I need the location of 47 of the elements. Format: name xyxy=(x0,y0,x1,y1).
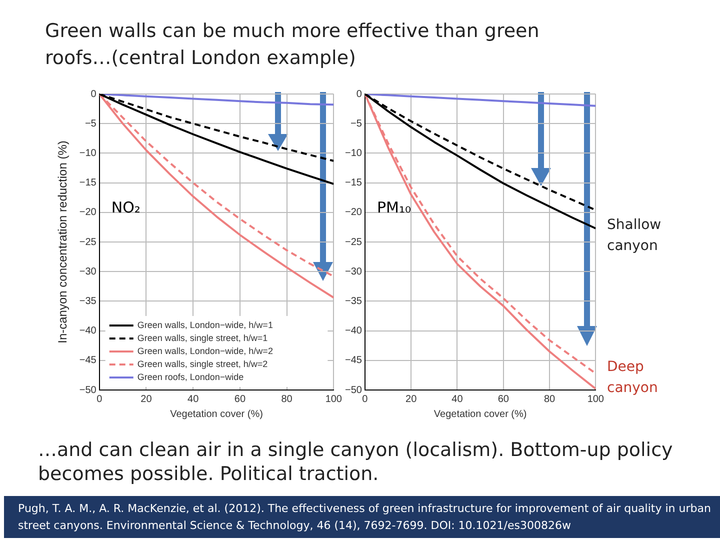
text: Pugh, T. A. M., A. R. MacKenzie, et al. (2012). The effectiveness of green infrastructure for improvement of air quality in urban street canyons. Environmental Science & Technology, 46 (14), 7692-7699. DOI: 10.1021/es300826w xyxy=(2,494,720,540)
y-tick-label: −10 xyxy=(344,148,362,159)
y-tick-label: −45 xyxy=(344,355,362,366)
y-tick-label: −5 xyxy=(84,118,97,130)
y-tick-label: −10 xyxy=(79,148,97,159)
y-tick-label: −15 xyxy=(79,178,97,189)
y-tick-label: 0 xyxy=(90,88,97,100)
y-tick-label: −35 xyxy=(344,296,362,307)
y-tick-label: −15 xyxy=(344,178,362,189)
y-tick-label: −50 xyxy=(79,384,97,396)
x-tick-label: 100 xyxy=(325,394,342,405)
y-tick-label: −45 xyxy=(79,355,97,366)
legend-label: Green walls, London−wide, h/w=2 xyxy=(137,346,273,356)
x-tick-label: 80 xyxy=(281,394,293,405)
x-tick-label: 40 xyxy=(188,394,200,405)
x-tick-label: 60 xyxy=(498,394,510,405)
annotation: PM₁₀ xyxy=(376,198,411,216)
x-tick-label: 100 xyxy=(587,394,604,405)
y-tick-label: −20 xyxy=(79,207,97,218)
y-tick-label: −25 xyxy=(344,236,362,248)
x-axis-title: Vegetation cover (%) xyxy=(434,408,527,420)
annotation: NO₂ xyxy=(111,198,140,216)
chart-title: Green walls can be much more effective than green roofs…(central London example) xyxy=(45,19,540,71)
y-tick-label: 0 xyxy=(356,88,362,100)
legend-label: Green walls, single street, h/w=1 xyxy=(137,332,268,343)
x-tick-label: 20 xyxy=(406,394,418,405)
x-tick-label: 80 xyxy=(544,394,556,405)
legend-label: Green roofs, London−wide xyxy=(137,372,244,382)
y-tick-label: −30 xyxy=(79,266,97,278)
text: Shallow canyon xyxy=(607,216,662,256)
text: Deep canyon xyxy=(607,358,659,398)
legend-label: Green walls, single street, h/w=2 xyxy=(137,358,268,369)
x-axis-title: Vegetation cover (%) xyxy=(170,408,263,420)
y-tick-label: −50 xyxy=(344,384,362,396)
y-tick-label: −40 xyxy=(79,326,97,337)
y-tick-label: −30 xyxy=(344,266,362,278)
y-axis-title: In-canyon concentration reduction (%) xyxy=(56,140,70,344)
x-tick-label: 60 xyxy=(234,394,246,405)
legend-label: Green walls, London−wide, h/w=1 xyxy=(137,320,273,330)
text: …and can clean air in a single canyon (localism). Bottom-up policy becomes possible. Political traction. xyxy=(38,438,674,486)
x-tick-label: 20 xyxy=(140,394,152,405)
y-tick-label: −40 xyxy=(344,326,362,337)
y-tick-label: −20 xyxy=(344,207,362,218)
x-tick-label: 40 xyxy=(452,394,464,405)
y-tick-label: −35 xyxy=(79,296,97,307)
y-tick-label: −5 xyxy=(350,118,362,130)
y-tick-label: −25 xyxy=(79,236,97,248)
